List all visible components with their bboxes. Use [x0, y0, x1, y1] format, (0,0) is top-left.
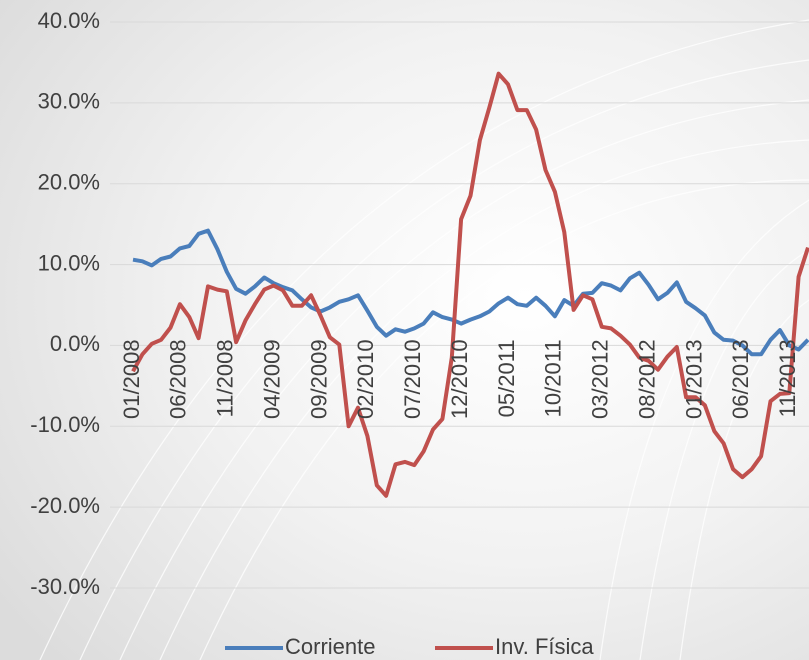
x-tick-label: 01/2013 [681, 339, 706, 419]
x-tick-label: 05/2011 [494, 339, 519, 417]
y-tick-label: 40.0% [38, 8, 100, 33]
y-tick-label: 30.0% [38, 89, 100, 114]
x-tick-label: 09/2009 [306, 339, 331, 419]
x-tick-label: 08/2012 [634, 339, 659, 419]
y-tick-label: -20.0% [30, 493, 100, 518]
y-tick-label: -30.0% [30, 574, 100, 599]
legend-label: Corriente [285, 634, 375, 659]
y-tick-label: 0.0% [50, 331, 100, 356]
series-line [132, 228, 809, 357]
decor [39, 19, 809, 660]
y-tick-label: 10.0% [38, 250, 100, 275]
legend-label: Inv. Física [495, 634, 594, 659]
x-tick-label: 07/2010 [400, 339, 425, 419]
x-tick-label: 11/2013 [775, 339, 800, 417]
x-tick-label: 04/2009 [259, 339, 284, 419]
x-tick-label: 06/2013 [728, 339, 753, 419]
x-tick-label: 03/2012 [588, 339, 613, 419]
x-tick-label: 10/2011 [541, 339, 566, 417]
x-tick-label: 01/2008 [119, 339, 144, 419]
series-line [131, 71, 809, 498]
y-tick-label: -10.0% [30, 412, 100, 437]
x-tick-label: 12/2010 [447, 339, 472, 419]
x-tick-label: 02/2010 [353, 339, 378, 419]
x-tick-label: 11/2008 [213, 339, 238, 417]
x-tick-label: 06/2008 [166, 339, 191, 419]
y-tick-label: 20.0% [38, 170, 100, 195]
